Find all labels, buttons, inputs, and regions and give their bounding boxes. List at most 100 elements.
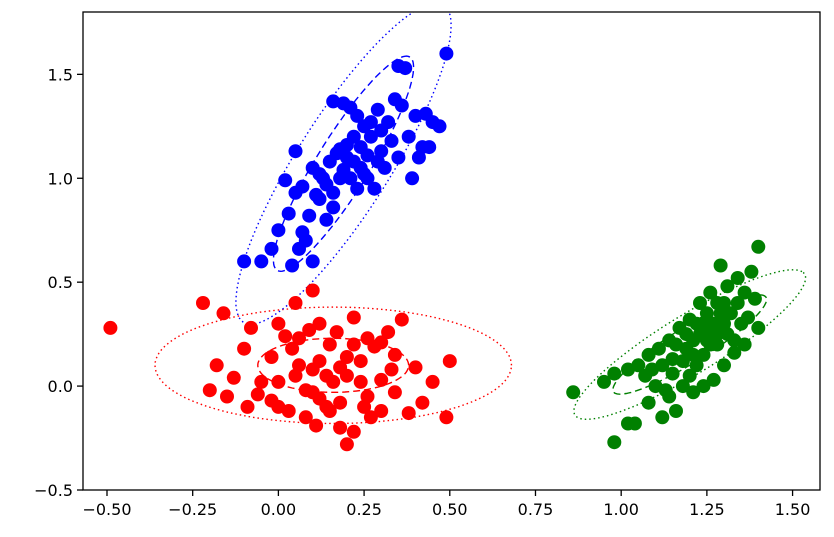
scatter-point — [665, 352, 680, 367]
scatter-point — [343, 171, 358, 186]
scatter-point — [305, 385, 320, 400]
scatter-point — [706, 372, 721, 387]
scatter-point — [387, 385, 402, 400]
scatter-point — [432, 119, 447, 134]
y-tick-label: 0.0 — [48, 377, 73, 396]
scatter-point — [322, 337, 337, 352]
scatter-point — [326, 185, 341, 200]
scatter-point — [298, 233, 313, 248]
scatter-point — [226, 370, 241, 385]
scatter-point — [394, 98, 409, 113]
ellipse-dotted-5 — [573, 269, 807, 421]
scatter-point — [271, 374, 286, 389]
scatter-point — [734, 316, 749, 331]
scatter-point — [319, 212, 334, 227]
scatter-point — [384, 133, 399, 148]
scatter-point — [607, 366, 622, 381]
scatter-point — [717, 296, 731, 310]
scatter-point — [271, 223, 286, 238]
scatter-point — [675, 379, 690, 394]
scatter-point — [682, 368, 697, 383]
x-tick-label: −0.25 — [168, 500, 217, 519]
scatter-point — [278, 329, 293, 344]
scatter-point — [285, 258, 300, 273]
scatter-point — [658, 383, 673, 398]
scatter-point — [730, 296, 745, 310]
x-tick-label: 0.50 — [432, 500, 468, 519]
scatter-point — [627, 416, 642, 431]
y-tick-label: −0.5 — [34, 481, 73, 500]
scatter-point — [363, 410, 378, 425]
scatter-point — [381, 325, 396, 340]
scatter-point — [288, 185, 303, 200]
scatter-point — [374, 123, 389, 138]
x-tick-label: −0.50 — [82, 500, 131, 519]
scatter-point — [651, 341, 666, 356]
x-tick-label: 0.00 — [261, 500, 297, 519]
scatter-point — [357, 167, 372, 182]
plot-area-frame — [82, 11, 821, 491]
scatter-point — [312, 167, 327, 182]
scatter-point — [302, 208, 317, 223]
scatter-point — [240, 399, 255, 414]
scatter-point — [720, 279, 735, 294]
scatter-point — [696, 379, 711, 394]
scatter-point — [669, 404, 683, 418]
scatter-point — [370, 102, 385, 117]
scatter-point — [346, 424, 361, 439]
scatter-point — [305, 254, 320, 269]
y-tick-label: 1.0 — [48, 169, 73, 188]
scatter-point — [292, 331, 306, 346]
scatter-point — [374, 404, 389, 418]
y-tick-label: 1.5 — [48, 65, 73, 84]
scatter-point — [216, 306, 231, 321]
scatter-point — [319, 399, 334, 414]
scatter-point — [398, 61, 413, 76]
scatter-point — [309, 187, 324, 202]
data-points — [103, 46, 766, 452]
scatter-point — [250, 387, 265, 402]
scatter-point — [607, 435, 622, 450]
scatter-point — [329, 146, 344, 161]
scatter-point — [302, 323, 317, 337]
scatter-point — [353, 354, 368, 369]
ellipse-dashed-2 — [272, 55, 415, 273]
scatter-point — [288, 368, 303, 383]
scatter-point — [686, 385, 701, 400]
scatter-point — [408, 360, 423, 375]
scatter-point — [751, 320, 766, 335]
scatter-point — [655, 410, 670, 425]
scatter-point — [343, 100, 358, 115]
scatter-point — [346, 310, 361, 325]
x-tick-label: 0.75 — [518, 500, 554, 519]
scatter-point — [693, 296, 707, 310]
scatter-point — [696, 347, 711, 362]
scatter-point — [309, 418, 324, 433]
scatter-point — [713, 258, 728, 273]
scatter-point — [339, 138, 354, 152]
scatter-point — [401, 406, 416, 421]
scatter-point — [641, 347, 656, 362]
scatter-point — [271, 399, 286, 414]
scatter-point — [374, 372, 389, 387]
scatter-point — [360, 148, 375, 163]
scatter-point — [621, 362, 635, 377]
scatter-point — [730, 271, 745, 285]
scatter-point — [645, 362, 659, 377]
scatter-point — [597, 374, 611, 389]
scatter-point — [751, 239, 766, 254]
scatter-point — [662, 333, 677, 348]
scatter-point — [665, 366, 680, 381]
scatter-point — [220, 389, 234, 404]
scatter-point — [281, 206, 296, 221]
scatter-point — [405, 171, 420, 186]
ellipse-dotted-1 — [154, 306, 513, 425]
scatter-point — [339, 368, 354, 383]
scatter-point — [415, 395, 430, 410]
scatter-point — [209, 358, 224, 373]
scatter-point — [333, 395, 348, 410]
scatter-point — [288, 296, 303, 310]
scatter-point — [363, 129, 378, 144]
scatter-point — [271, 316, 286, 331]
